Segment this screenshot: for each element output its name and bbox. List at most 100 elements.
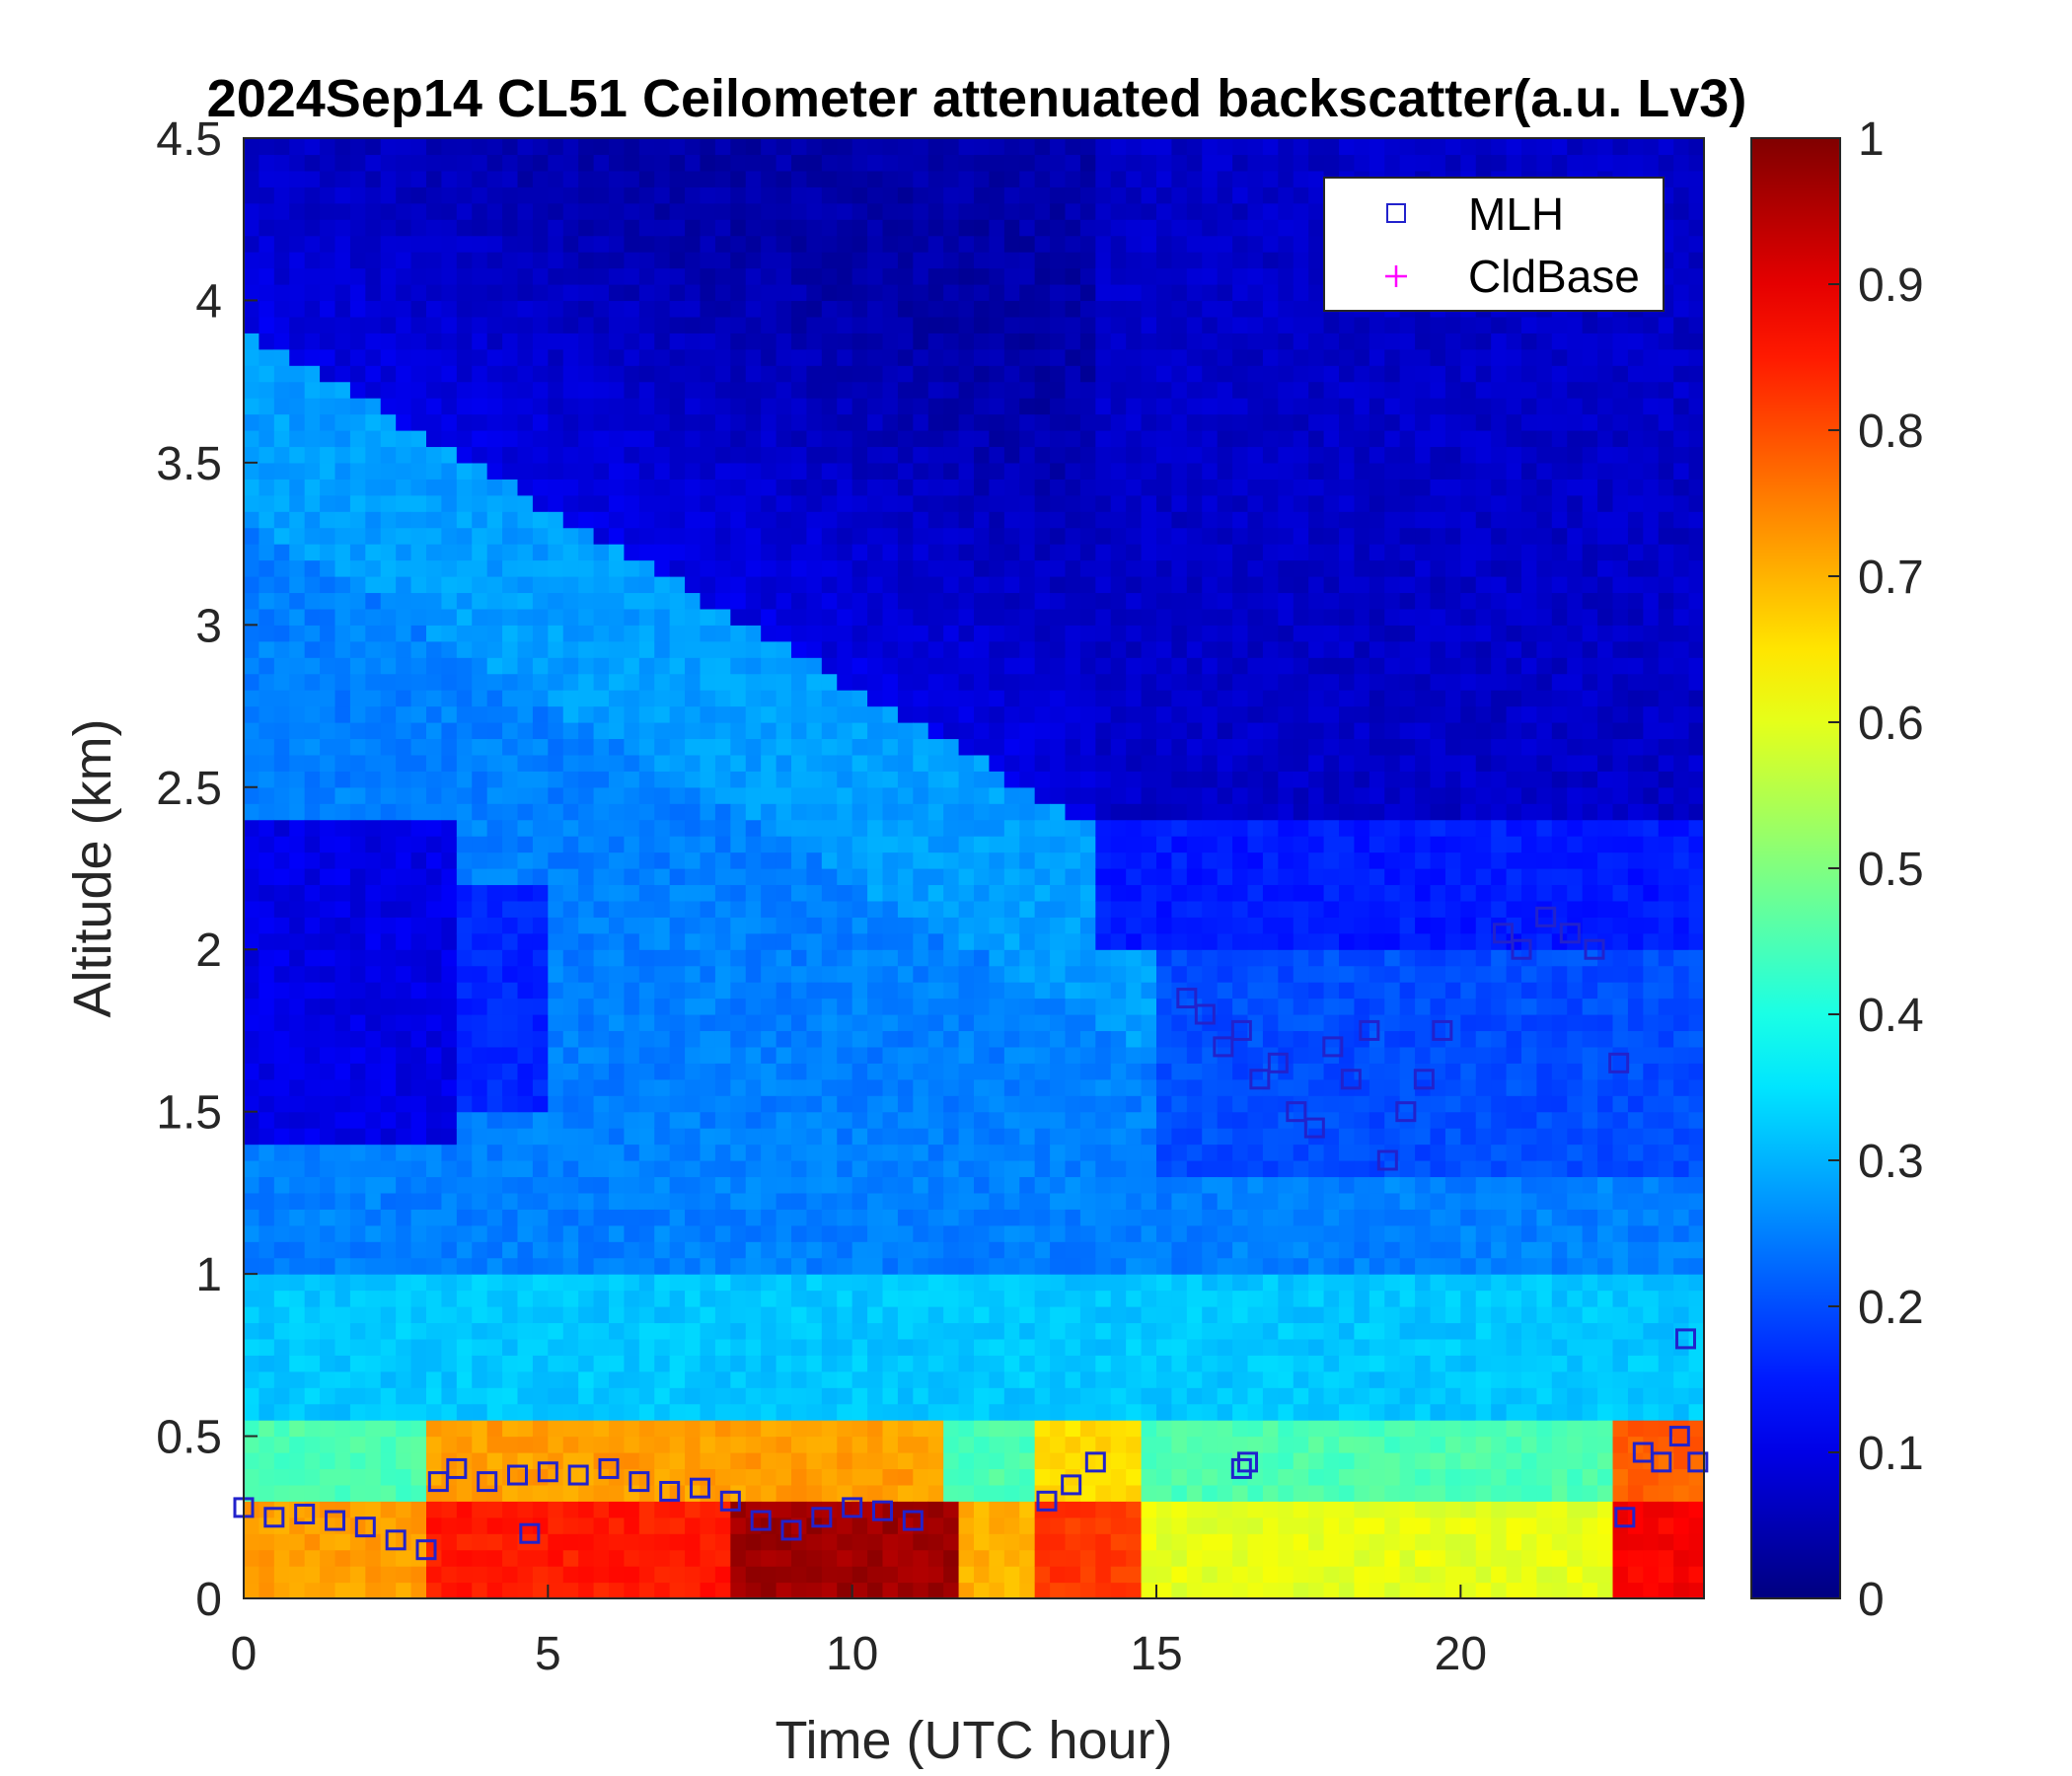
heatmap-cell bbox=[273, 219, 290, 237]
heatmap-cell bbox=[380, 316, 397, 333]
heatmap-cell bbox=[349, 1257, 366, 1275]
heatmap-cell bbox=[638, 1111, 655, 1129]
heatmap-cell bbox=[244, 836, 260, 853]
heatmap-cell bbox=[578, 138, 595, 156]
heatmap-cell bbox=[1079, 1403, 1096, 1421]
heatmap-cell bbox=[654, 868, 671, 886]
heatmap-cell bbox=[837, 819, 853, 837]
heatmap-cell bbox=[791, 1436, 808, 1453]
heatmap-cell bbox=[776, 868, 792, 886]
heatmap-cell bbox=[426, 479, 443, 496]
heatmap-cell bbox=[700, 154, 716, 172]
heatmap-cell bbox=[974, 819, 991, 837]
heatmap-cell bbox=[974, 381, 991, 399]
heatmap-cell bbox=[1065, 608, 1081, 626]
heatmap-cell bbox=[837, 705, 853, 723]
heatmap-cell bbox=[761, 398, 777, 415]
heatmap-cell bbox=[472, 1241, 488, 1259]
heatmap-cell bbox=[441, 348, 458, 366]
heatmap-cell bbox=[958, 608, 975, 626]
heatmap-cell bbox=[273, 1209, 290, 1226]
heatmap-cell bbox=[989, 1533, 1005, 1551]
heatmap-cell bbox=[958, 722, 975, 740]
heatmap-cell bbox=[989, 1582, 1005, 1599]
heatmap-cell bbox=[1079, 1192, 1096, 1210]
heatmap-cell bbox=[776, 1549, 792, 1567]
heatmap-cell bbox=[700, 1063, 716, 1080]
heatmap-cell bbox=[730, 786, 747, 804]
heatmap-cell bbox=[913, 1241, 929, 1259]
heatmap-cell bbox=[456, 333, 473, 350]
heatmap-cell bbox=[714, 186, 731, 204]
heatmap-cell bbox=[502, 1176, 519, 1194]
heatmap-cell bbox=[624, 1046, 640, 1064]
heatmap-cell bbox=[851, 333, 868, 350]
heatmap-cell bbox=[472, 1257, 488, 1275]
heatmap-cell bbox=[700, 592, 716, 610]
heatmap-cell bbox=[380, 138, 397, 156]
heatmap-cell bbox=[410, 1063, 427, 1080]
heatmap-cell bbox=[441, 1306, 458, 1324]
heatmap-cell bbox=[517, 398, 534, 415]
heatmap-cell bbox=[349, 511, 366, 529]
heatmap-cell bbox=[837, 527, 853, 545]
heatmap-cell bbox=[638, 690, 655, 707]
heatmap-cell bbox=[410, 202, 427, 220]
heatmap-cell bbox=[593, 1370, 610, 1388]
heatmap-cell bbox=[974, 1128, 991, 1146]
heatmap-cell bbox=[791, 868, 808, 886]
heatmap-cell bbox=[273, 1338, 290, 1356]
heatmap-cell bbox=[927, 267, 944, 285]
heatmap-cell bbox=[624, 1241, 640, 1259]
heatmap-cell bbox=[821, 1241, 838, 1259]
heatmap-cell bbox=[410, 511, 427, 529]
heatmap-cell bbox=[1079, 1338, 1096, 1356]
heatmap-cell bbox=[548, 965, 564, 983]
heatmap-cell bbox=[609, 1111, 626, 1129]
heatmap-cell bbox=[304, 851, 321, 869]
heatmap-cell bbox=[609, 1338, 626, 1356]
heatmap-cell bbox=[593, 170, 610, 187]
heatmap-cell bbox=[700, 381, 716, 399]
heatmap-cell bbox=[410, 608, 427, 626]
heatmap-cell bbox=[593, 657, 610, 675]
heatmap-cell bbox=[441, 786, 458, 804]
heatmap-cell bbox=[456, 559, 473, 577]
heatmap-cell bbox=[943, 333, 960, 350]
heatmap-cell bbox=[714, 559, 731, 577]
heatmap-cell bbox=[791, 511, 808, 529]
heatmap-cell bbox=[730, 284, 747, 302]
heatmap-cell bbox=[456, 1014, 473, 1032]
heatmap-cell bbox=[943, 252, 960, 269]
heatmap-cell bbox=[244, 998, 260, 1015]
heatmap-cell bbox=[851, 398, 868, 415]
heatmap-cell bbox=[304, 154, 321, 172]
heatmap-cell bbox=[289, 786, 306, 804]
heatmap-cell bbox=[913, 1274, 929, 1292]
heatmap-cell bbox=[714, 1176, 731, 1194]
heatmap-cell bbox=[532, 982, 549, 999]
heatmap-cell bbox=[532, 154, 549, 172]
heatmap-cell bbox=[320, 235, 336, 253]
heatmap-cell bbox=[472, 267, 488, 285]
heatmap-cell bbox=[1034, 1014, 1051, 1032]
heatmap-cell bbox=[1019, 1370, 1036, 1388]
heatmap-cell bbox=[745, 430, 762, 448]
heatmap-cell bbox=[745, 348, 762, 366]
heatmap-cell bbox=[867, 1549, 884, 1567]
heatmap-cell bbox=[426, 446, 443, 464]
heatmap-cell bbox=[882, 1128, 899, 1146]
heatmap-cell bbox=[897, 1224, 914, 1242]
heatmap-cell bbox=[426, 1257, 443, 1275]
heatmap-cell bbox=[821, 657, 838, 675]
heatmap-cell bbox=[456, 819, 473, 837]
heatmap-cell bbox=[441, 430, 458, 448]
heatmap-cell bbox=[638, 1566, 655, 1584]
heatmap-cell bbox=[502, 1030, 519, 1048]
heatmap-cell bbox=[806, 738, 823, 756]
heatmap-cell bbox=[517, 219, 534, 237]
heatmap-cell bbox=[791, 786, 808, 804]
heatmap-cell bbox=[1019, 803, 1036, 821]
heatmap-cell bbox=[714, 1436, 731, 1453]
heatmap-cell bbox=[730, 1355, 747, 1372]
